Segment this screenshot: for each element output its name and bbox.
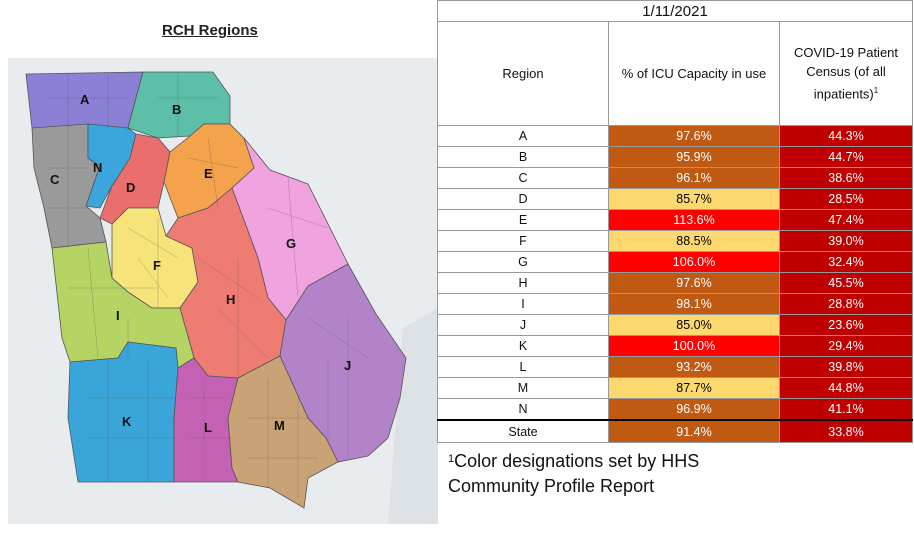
- cell-census: 33.8%: [779, 419, 913, 443]
- cell-icu-capacity: 97.6%: [608, 272, 780, 294]
- region-label-G: G: [286, 236, 296, 251]
- cell-icu-capacity: 96.1%: [608, 167, 780, 189]
- region-label-A: A: [80, 92, 90, 107]
- table-date: 1/11/2021: [437, 0, 913, 22]
- region-label-K: K: [122, 414, 132, 429]
- map-svg: A B C N D E F G H I J K L M: [25, 71, 438, 524]
- icu-capacity-table: 1/11/2021 Region % of ICU Capacity in us…: [437, 0, 913, 443]
- cell-icu-capacity: 88.5%: [608, 230, 780, 252]
- cell-census: 39.8%: [779, 356, 913, 378]
- county-lines: [48, 72, 369, 498]
- cell-region: E: [437, 209, 609, 231]
- georgia-region-map: A B C N D E F G H I J K L M: [8, 58, 438, 524]
- cell-icu-capacity: 113.6%: [608, 209, 780, 231]
- footnote: 1Color designations set by HHS Community…: [448, 449, 778, 499]
- cell-icu-capacity: 97.6%: [608, 125, 780, 147]
- table-row: A 97.6% 44.3%: [437, 125, 913, 147]
- header-census-sup: 1: [873, 86, 879, 96]
- cell-region: G: [437, 251, 609, 273]
- cell-icu-capacity: 91.4%: [608, 419, 780, 443]
- cell-region: F: [437, 230, 609, 252]
- footnote-text: Color designations set by HHS Community …: [448, 451, 700, 496]
- table-row: C 96.1% 38.6%: [437, 167, 913, 189]
- cell-census: 28.5%: [779, 188, 913, 210]
- cell-census: 29.4%: [779, 335, 913, 357]
- cell-region: B: [437, 146, 609, 168]
- table-row: E 113.6% 47.4%: [437, 209, 913, 231]
- region-M: [227, 355, 339, 509]
- state-row: State 91.4% 33.8%: [437, 419, 913, 443]
- cell-icu-capacity: 87.7%: [608, 377, 780, 399]
- footnote-sup: 1: [448, 453, 455, 465]
- table-row: G 106.0% 32.4%: [437, 251, 913, 273]
- region-K: [67, 341, 179, 483]
- header-census: COVID-19 Patient Census (of all inpatien…: [779, 21, 913, 126]
- cell-region: N: [437, 398, 609, 421]
- region-label-L: L: [204, 420, 212, 435]
- table-row: F 88.5% 39.0%: [437, 230, 913, 252]
- cell-region: A: [437, 125, 609, 147]
- cell-icu-capacity: 106.0%: [608, 251, 780, 273]
- cell-icu-capacity: 85.7%: [608, 188, 780, 210]
- cell-census: 38.6%: [779, 167, 913, 189]
- cell-census: 39.0%: [779, 230, 913, 252]
- cell-region: J: [437, 314, 609, 336]
- header-icu-capacity: % of ICU Capacity in use: [608, 21, 780, 126]
- cell-icu-capacity: 96.9%: [608, 398, 780, 421]
- region-label-E: E: [204, 166, 213, 181]
- table-row: I 98.1% 28.8%: [437, 293, 913, 315]
- cell-census: 45.5%: [779, 272, 913, 294]
- ocean-area: [388, 308, 438, 524]
- region-label-D: D: [126, 180, 135, 195]
- cell-region: D: [437, 188, 609, 210]
- cell-region: M: [437, 377, 609, 399]
- region-label-N: N: [93, 160, 102, 175]
- cell-census: 44.7%: [779, 146, 913, 168]
- table-row: D 85.7% 28.5%: [437, 188, 913, 210]
- region-label-J: J: [344, 358, 351, 373]
- cell-icu-capacity: 85.0%: [608, 314, 780, 336]
- region-label-B: B: [172, 102, 181, 117]
- table-body: A 97.6% 44.3% B 95.9% 44.7% C 96.1% 38.6% D 85.7% 2…: [437, 125, 913, 443]
- region-label-C: C: [50, 172, 60, 187]
- cell-region: State: [437, 419, 609, 443]
- cell-icu-capacity: 93.2%: [608, 356, 780, 378]
- cell-census: 47.4%: [779, 209, 913, 231]
- cell-icu-capacity: 100.0%: [608, 335, 780, 357]
- map-title: RCH Regions: [162, 22, 258, 39]
- table-row: H 97.6% 45.5%: [437, 272, 913, 294]
- cell-region: K: [437, 335, 609, 357]
- cell-region: I: [437, 293, 609, 315]
- region-label-I: I: [116, 308, 120, 323]
- table-row: M 87.7% 44.8%: [437, 377, 913, 399]
- cell-census: 44.3%: [779, 125, 913, 147]
- table-row: B 95.9% 44.7%: [437, 146, 913, 168]
- region-label-H: H: [226, 292, 235, 307]
- cell-census: 28.8%: [779, 293, 913, 315]
- table-row: J 85.0% 23.6%: [437, 314, 913, 336]
- table-row: L 93.2% 39.8%: [437, 356, 913, 378]
- cell-icu-capacity: 95.9%: [608, 146, 780, 168]
- cell-census: 23.6%: [779, 314, 913, 336]
- region-label-F: F: [153, 258, 161, 273]
- table-row: K 100.0% 29.4%: [437, 335, 913, 357]
- cell-icu-capacity: 98.1%: [608, 293, 780, 315]
- header-census-text: COVID-19 Patient Census (of all inpatien…: [793, 45, 899, 102]
- cell-census: 32.4%: [779, 251, 913, 273]
- region-N: [85, 123, 137, 209]
- region-label-M: M: [274, 418, 285, 433]
- header-region: Region: [437, 21, 609, 126]
- cell-region: L: [437, 356, 609, 378]
- cell-region: H: [437, 272, 609, 294]
- cell-census: 41.1%: [779, 398, 913, 421]
- table-row: N 96.9% 41.1%: [437, 398, 913, 421]
- cell-census: 44.8%: [779, 377, 913, 399]
- cell-region: C: [437, 167, 609, 189]
